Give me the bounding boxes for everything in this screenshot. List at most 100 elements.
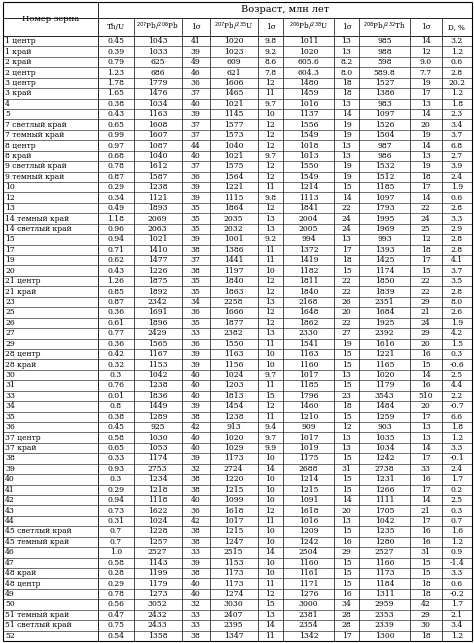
Text: 2724: 2724 [224,465,244,473]
Text: 1137: 1137 [299,110,319,118]
Text: 14: 14 [421,37,430,45]
Text: 20: 20 [421,121,430,129]
Text: 30: 30 [421,621,431,629]
Text: 39: 39 [5,465,15,473]
Text: 985: 985 [377,37,392,45]
Text: 10: 10 [265,267,275,275]
Text: 9 темный край: 9 темный край [5,173,64,181]
Text: 15: 15 [342,267,351,275]
Text: 1875: 1875 [148,277,167,285]
Text: 14: 14 [421,444,430,452]
Text: 9.7: 9.7 [264,152,276,160]
Text: 39: 39 [191,110,201,118]
Text: 0.73: 0.73 [107,507,124,514]
Text: 2959: 2959 [375,601,394,608]
Text: 1099: 1099 [224,496,244,504]
Text: 39: 39 [191,403,201,410]
Text: 31: 31 [5,381,15,390]
Text: 36: 36 [191,507,201,514]
Text: 1839: 1839 [375,287,394,296]
Text: 10: 10 [5,183,15,191]
Text: 1033: 1033 [148,48,167,56]
Text: 20: 20 [342,507,351,514]
Text: 34: 34 [5,403,15,410]
Text: 9.0: 9.0 [419,58,432,66]
Text: 1648: 1648 [299,309,318,316]
Text: 28 край: 28 край [5,361,36,368]
Text: 1386: 1386 [375,89,394,97]
Text: 2063: 2063 [148,225,167,233]
Text: 0.33: 0.33 [107,455,125,462]
Text: 6.8: 6.8 [451,141,463,150]
Text: 16: 16 [342,590,351,598]
Text: 9.7: 9.7 [264,371,276,379]
Text: 0.71: 0.71 [107,246,124,254]
Text: 40: 40 [191,590,201,598]
Text: 14: 14 [421,371,430,379]
Text: 30: 30 [5,371,15,379]
Text: 2395: 2395 [224,621,244,629]
Text: -0.7: -0.7 [449,403,464,410]
Text: 1001: 1001 [224,235,244,244]
Text: 7.8: 7.8 [264,69,276,77]
Text: 0.01: 0.01 [107,392,124,400]
Text: 1228: 1228 [148,527,167,536]
Text: 36: 36 [191,340,201,348]
Text: 19: 19 [5,257,15,264]
Text: 1.18: 1.18 [107,215,124,222]
Text: 993: 993 [377,235,392,244]
Text: 0.42: 0.42 [107,350,124,358]
Text: 1.9: 1.9 [451,183,463,191]
Text: -0.1: -0.1 [449,455,464,462]
Text: 625: 625 [150,58,165,66]
Text: 48 край: 48 край [5,569,36,577]
Text: 1179: 1179 [148,579,167,588]
Text: 41: 41 [191,37,201,45]
Text: 19: 19 [421,79,430,87]
Text: 14: 14 [265,621,275,629]
Text: 1242: 1242 [375,455,394,462]
Text: 1247: 1247 [224,538,244,546]
Text: 1019: 1019 [299,444,318,452]
Text: 42: 42 [191,517,201,525]
Text: 2.2: 2.2 [451,392,463,400]
Text: 1.0: 1.0 [110,548,122,556]
Text: 1226: 1226 [148,267,167,275]
Text: 40: 40 [191,152,201,160]
Text: 38: 38 [191,413,201,421]
Text: 1σ: 1σ [421,23,430,31]
Text: 15: 15 [342,559,351,566]
Text: 3.3: 3.3 [451,444,463,452]
Text: 11: 11 [265,632,275,640]
Text: 0.7: 0.7 [451,517,463,525]
Text: 1242: 1242 [299,538,318,546]
Text: 1 край: 1 край [5,48,31,56]
Text: 0.47: 0.47 [107,611,124,619]
Text: 1.2: 1.2 [451,538,463,546]
Text: 19: 19 [421,131,430,139]
Text: 23: 23 [342,392,351,400]
Text: 0.43: 0.43 [107,110,124,118]
Text: 32: 32 [191,465,201,473]
Text: 1030: 1030 [148,433,167,442]
Text: 15: 15 [421,267,430,275]
Text: 15: 15 [342,527,351,536]
Text: 1 центр: 1 центр [5,37,36,45]
Text: -0.2: -0.2 [449,590,464,598]
Text: 1231: 1231 [375,475,394,484]
Text: 3.5: 3.5 [451,277,463,285]
Text: 1419: 1419 [299,257,318,264]
Text: 8.0: 8.0 [340,69,353,77]
Text: 2407: 2407 [224,611,244,619]
Text: 1215: 1215 [224,485,244,494]
Text: 27: 27 [342,329,351,338]
Text: 925: 925 [150,423,165,431]
Text: 14: 14 [342,496,351,504]
Text: 0.29: 0.29 [107,485,124,494]
Text: 44: 44 [5,517,15,525]
Text: 2504: 2504 [299,548,318,556]
Text: 0.7: 0.7 [110,538,122,546]
Text: 1021: 1021 [148,235,167,244]
Text: 0.31: 0.31 [107,517,124,525]
Text: 2.8: 2.8 [451,69,463,77]
